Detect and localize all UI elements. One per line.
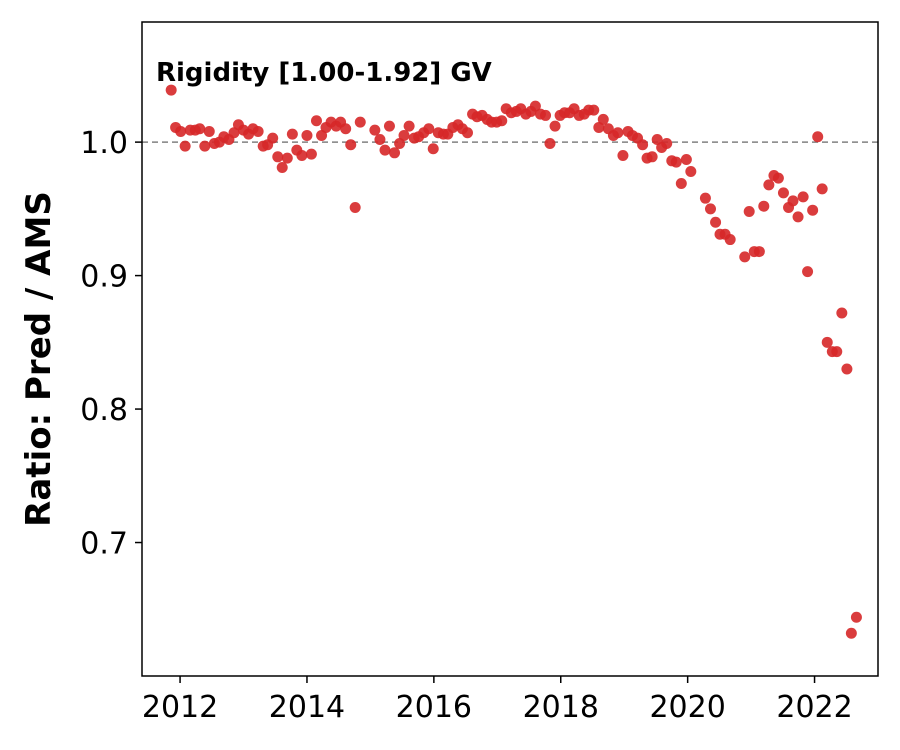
data-point [612, 127, 624, 139]
data-point [841, 363, 853, 375]
data-point [175, 125, 187, 137]
data-point [617, 149, 629, 161]
data-point [369, 124, 381, 136]
data-point [286, 128, 298, 140]
data-point [670, 156, 682, 168]
data-point [758, 200, 770, 212]
data-point [199, 140, 211, 152]
x-tick-label: 2020 [649, 690, 725, 725]
rigidity-annotation: Rigidity [1.00-1.92] GV [156, 58, 492, 88]
data-point [301, 129, 313, 141]
data-point [427, 143, 439, 155]
data-point [203, 125, 215, 137]
data-point [704, 203, 716, 215]
data-point [724, 234, 736, 246]
plot-frame [141, 21, 879, 677]
data-point [680, 153, 692, 165]
data-point [165, 84, 177, 96]
data-point [316, 129, 328, 141]
data-point [549, 120, 561, 132]
x-tick-label: 2014 [269, 690, 345, 725]
data-point [637, 139, 649, 151]
data-point [354, 116, 366, 128]
data-point [267, 132, 279, 144]
x-axis: 2012 2014 2016 2018 2020 2022 [142, 676, 853, 725]
data-point [423, 123, 435, 135]
data-point [836, 307, 848, 319]
data-point [661, 137, 673, 149]
data-point [821, 336, 833, 348]
data-point [310, 115, 322, 127]
data-point [685, 165, 697, 177]
data-point [792, 211, 804, 223]
data-point [675, 177, 687, 189]
data-point [772, 172, 784, 184]
data-point [807, 204, 819, 216]
x-tick-label: 2012 [142, 690, 218, 725]
data-point [816, 183, 828, 195]
data-point [763, 179, 775, 191]
data-point [194, 123, 206, 135]
data-point [349, 202, 361, 214]
x-tick-label: 2022 [776, 690, 852, 725]
data-point [699, 192, 711, 204]
data-point [179, 140, 191, 152]
data-point [272, 151, 284, 163]
data-point [383, 120, 395, 132]
data-point [710, 216, 722, 228]
y-tick-label: 0.7 [80, 527, 128, 562]
data-point [739, 251, 751, 263]
data-point [276, 161, 288, 173]
data-point [797, 191, 809, 203]
data-point [540, 109, 552, 121]
data-point [646, 151, 658, 163]
data-point [461, 127, 473, 139]
data-point [496, 115, 508, 127]
data-point [812, 131, 824, 143]
data-point [831, 346, 843, 358]
y-tick-label: 0.9 [80, 260, 128, 295]
y-axis-label: Ratio: Pred / AMS [19, 191, 59, 527]
data-point [305, 148, 317, 160]
y-tick-label: 1.0 [80, 126, 128, 161]
data-point [743, 206, 755, 218]
data-point [403, 120, 415, 132]
data-point [398, 129, 410, 141]
y-axis: 0.7 0.8 0.9 1.0 [80, 126, 142, 562]
data-point [597, 113, 609, 125]
data-point [389, 147, 401, 159]
data-point [593, 121, 605, 133]
data-point [281, 152, 293, 164]
data-point [379, 144, 391, 156]
data-point [340, 123, 352, 135]
data-points [165, 84, 862, 639]
data-point [345, 139, 357, 151]
data-point [296, 149, 308, 161]
y-tick-label: 0.8 [80, 393, 128, 428]
data-point [753, 246, 765, 258]
data-point [228, 127, 240, 139]
data-point [394, 137, 406, 149]
data-point [651, 133, 663, 145]
x-tick-label: 2016 [396, 690, 472, 725]
data-point [544, 137, 556, 149]
data-point [588, 104, 600, 116]
data-point [252, 125, 264, 137]
data-point [529, 100, 541, 112]
data-point [777, 187, 789, 199]
x-tick-label: 2018 [523, 690, 599, 725]
data-point [850, 611, 862, 623]
data-point [845, 627, 857, 639]
data-point [787, 195, 799, 207]
data-point [802, 266, 814, 278]
data-point [374, 133, 386, 145]
